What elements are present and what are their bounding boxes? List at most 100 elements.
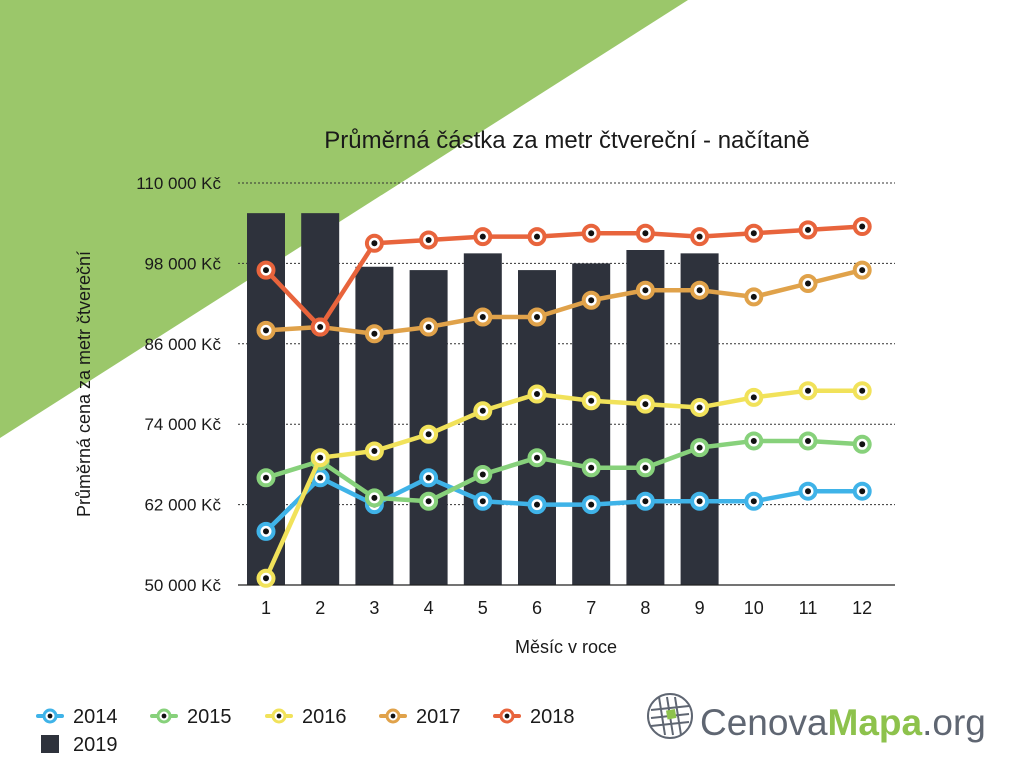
globe-grid-icon: [647, 693, 693, 739]
chart-title: Průměrná částka za metr čtvereční - načí…: [324, 127, 810, 154]
bar-2019: [355, 266, 394, 585]
x-tick-label: 9: [695, 598, 705, 618]
data-point-center: [534, 314, 540, 320]
data-point-center: [263, 575, 269, 582]
legend-label: 2019: [73, 734, 118, 756]
data-point-center: [750, 498, 757, 505]
y-tick-label: 98 000 Kč: [144, 254, 221, 273]
data-point-center: [479, 471, 486, 478]
globe-meridian: [674, 696, 682, 736]
data-point-center: [425, 236, 432, 243]
data-point-center: [859, 223, 866, 230]
legend-label: 2014: [73, 706, 118, 728]
data-point-center: [588, 397, 595, 404]
data-point-center: [479, 233, 486, 240]
data-point-center: [696, 233, 703, 240]
data-point-center: [263, 528, 269, 535]
logo-wordmark: CenovaMapa.org: [700, 702, 986, 743]
data-point-center: [696, 287, 703, 294]
logo-part-cenova: Cenova: [700, 702, 828, 743]
y-axis-label: Průměrná cena za metr čtvereční: [74, 251, 94, 517]
data-point-center: [371, 494, 378, 501]
line-series: [256, 217, 872, 588]
data-point-center: [805, 387, 811, 394]
legend-label: 2015: [187, 706, 232, 728]
data-point-center: [317, 474, 324, 481]
x-tick-label: 8: [640, 598, 650, 618]
x-axis-label: Měsíc v roce: [515, 637, 617, 657]
data-point-center: [479, 314, 486, 320]
x-tick-labels: 1 2 3 4 5 6 7 8 9 10 11 12: [261, 598, 872, 618]
data-point-center: [642, 498, 649, 505]
data-point-center: [263, 474, 269, 481]
legend-label: 2018: [530, 706, 575, 728]
data-point-center: [805, 280, 811, 287]
legend-item-2016: 2016: [265, 706, 347, 728]
data-point-center: [750, 437, 757, 444]
data-point-center: [642, 401, 649, 408]
bar-2019: [626, 250, 665, 585]
x-tick-label: 2: [315, 598, 325, 618]
y-tick-label: 50 000 Kč: [144, 576, 221, 595]
legend: 2014 2015 2016 2017 2018 2019: [36, 706, 575, 756]
legend-swatch-bar: [41, 735, 59, 753]
data-point-center: [479, 498, 486, 505]
data-point-center: [750, 293, 757, 300]
globe-parallel: [650, 705, 690, 711]
legend-swatch-center: [276, 713, 282, 719]
data-point-center: [805, 488, 811, 495]
globe-parallel: [650, 721, 690, 727]
legend-swatch-center: [161, 713, 167, 719]
data-point-center: [588, 297, 595, 304]
y-tick-label: 110 000 Kč: [136, 174, 221, 193]
y-tick-label: 74 000 Kč: [144, 415, 221, 434]
data-point-center: [479, 407, 486, 414]
data-point-center: [534, 233, 540, 240]
data-point-center: [588, 464, 595, 471]
x-tick-label: 10: [744, 598, 764, 618]
data-point-center: [750, 394, 757, 401]
bars-2019: [247, 213, 719, 585]
x-tick-label: 6: [532, 598, 542, 618]
legend-swatch-center: [390, 713, 396, 719]
globe-outline: [647, 693, 693, 739]
data-point-center: [317, 454, 324, 461]
series-2015: [256, 431, 872, 511]
data-point-center: [642, 464, 649, 471]
legend-item-2014: 2014: [36, 706, 118, 728]
data-point-center: [805, 226, 811, 233]
data-point-center: [859, 441, 866, 448]
bar-2019: [572, 263, 611, 585]
globe-highlight-cell: [666, 709, 677, 720]
data-point-center: [859, 488, 866, 495]
bar-2019: [301, 213, 340, 585]
x-tick-label: 4: [424, 598, 434, 618]
data-point-center: [371, 240, 378, 247]
legend-swatch-center: [504, 713, 510, 719]
legend-item-2017: 2017: [379, 706, 461, 728]
y-tick-label: 62 000 Kč: [144, 496, 221, 515]
x-tick-label: 5: [478, 598, 488, 618]
legend-swatch-center: [47, 713, 53, 719]
data-point-center: [371, 330, 378, 337]
y-tick-label: 86 000 Kč: [144, 335, 221, 354]
data-point-center: [534, 501, 540, 508]
legend-item-2015: 2015: [150, 706, 232, 728]
data-point-center: [696, 404, 703, 411]
data-point-center: [371, 448, 378, 454]
bar-2019: [680, 253, 719, 585]
logo-part-org: .org: [922, 702, 986, 743]
data-point-center: [263, 327, 269, 334]
logo-part-mapa: Mapa: [828, 702, 923, 743]
x-tick-label: 1: [261, 598, 271, 618]
data-point-center: [642, 230, 649, 237]
legend-item-2018: 2018: [493, 706, 575, 728]
data-point-center: [642, 287, 649, 294]
x-tick-label: 12: [852, 598, 872, 618]
legend-label: 2016: [302, 706, 347, 728]
data-point-center: [425, 431, 432, 438]
data-point-center: [859, 387, 866, 394]
series-2016: [256, 381, 872, 588]
data-point-center: [696, 498, 703, 505]
